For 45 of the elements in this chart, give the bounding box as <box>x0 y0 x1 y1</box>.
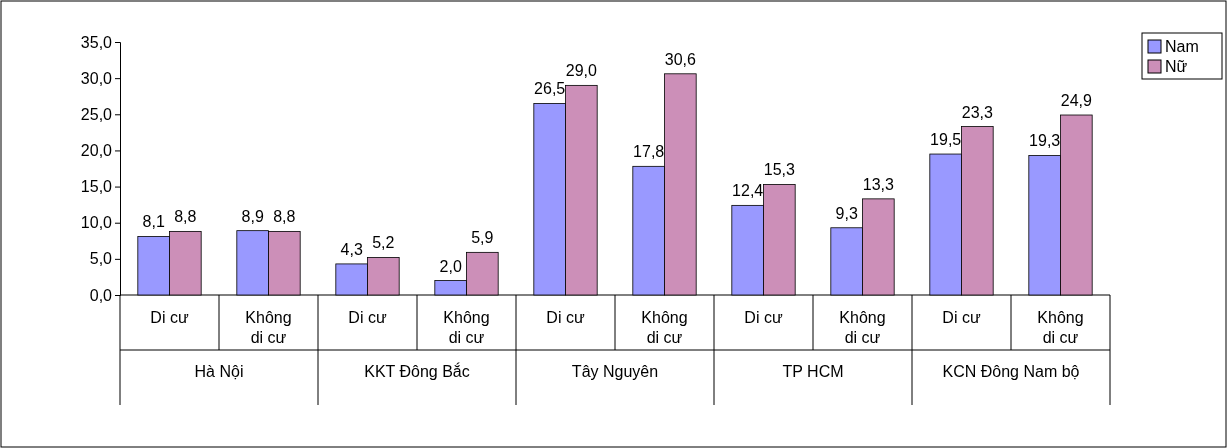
x-tick-label: Di cư <box>942 309 981 326</box>
y-tick-label: 35,0 <box>80 33 113 51</box>
x-tick-label: Di cư <box>348 309 387 326</box>
data-label: 9,3 <box>835 204 858 222</box>
y-tick-label: 10,0 <box>80 214 113 232</box>
data-label: 23,3 <box>961 103 994 121</box>
data-label: 15,3 <box>763 161 796 179</box>
data-label: 12,4 <box>732 182 764 200</box>
x-tick-label: Không di cư <box>641 309 688 346</box>
text: KKT Đông Bắc <box>364 362 470 380</box>
x-tick-label: Di cư <box>744 309 783 326</box>
y-tick-label: 15,0 <box>80 178 113 196</box>
x-tick-label: Không di cư <box>443 309 490 346</box>
data-label: 2,0 <box>439 257 462 275</box>
data-label: 17,8 <box>633 143 665 161</box>
x-tick-label: Không di cư <box>839 309 886 346</box>
text: KCN Đông Nam bộ <box>942 363 1080 380</box>
legend-label: Nam <box>1165 38 1199 55</box>
y-tick-label: 30,0 <box>80 69 113 87</box>
data-label: 24,9 <box>1060 92 1093 110</box>
data-label: 29,0 <box>565 62 598 80</box>
y-tick-label: 5,0 <box>89 250 113 268</box>
data-label: 8,8 <box>174 208 197 226</box>
data-label: 19,3 <box>1029 132 1061 150</box>
data-label: 19,5 <box>930 131 962 149</box>
y-tick-label: 25,0 <box>80 105 113 123</box>
data-label: 30,6 <box>664 50 697 68</box>
x-tick-label: Di cư <box>150 309 189 326</box>
data-label: 4,3 <box>340 240 363 258</box>
text: Hà Nội <box>194 363 244 380</box>
data-label: 5,2 <box>372 234 395 252</box>
data-label: 8,1 <box>142 213 165 231</box>
text: TP HCM <box>782 363 844 380</box>
x-tick-label: Không di cư <box>245 309 292 346</box>
data-label: 26,5 <box>534 80 566 98</box>
x-tick-label: Di cư <box>546 309 585 326</box>
x-tick-label: Không di cư <box>1037 309 1084 346</box>
data-label: 5,9 <box>471 229 494 247</box>
y-tick-label: 0,0 <box>89 286 113 304</box>
y-tick-label: 20,0 <box>80 142 113 160</box>
data-label: 8,8 <box>273 208 296 226</box>
data-label: 8,9 <box>241 207 264 225</box>
legend-label: Nữ <box>1165 58 1188 75</box>
data-label: 13,3 <box>862 175 895 193</box>
text: Tây Nguyên <box>571 363 659 380</box>
